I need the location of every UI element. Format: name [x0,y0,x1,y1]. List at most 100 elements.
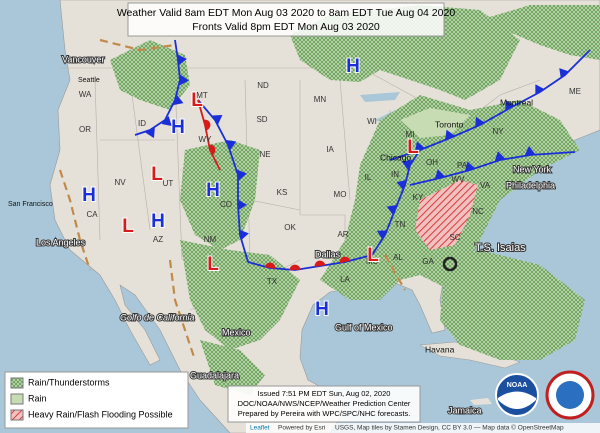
state-label: KY [413,193,424,202]
trough [58,169,92,271]
state-label: SD [256,115,267,124]
low-pressure: L [191,90,203,111]
heavy-rain-area [415,180,478,250]
legend-swatch [10,409,24,421]
place-label: Seattle [78,77,100,84]
legend-label: Rain/Thunderstorms [28,377,110,387]
place-label: Vancouver [62,54,104,64]
low-pressure: L [207,254,219,275]
state-label: ME [569,87,581,96]
state-label: NE [259,150,270,159]
place-label: Guadalajara [190,370,239,380]
state-label: WV [452,175,466,184]
place-label: Toronto [435,119,464,129]
state-label: NY [492,127,504,136]
place-label: Chicago [380,152,411,162]
state-label: VA [480,181,491,190]
state-label: AR [337,230,348,239]
place-label: Los Angeles [36,237,86,247]
legend-label: Rain [28,393,47,403]
state-label: MI [406,130,415,139]
state-label: ID [138,119,146,128]
state-label: OK [284,223,296,232]
state-label: OH [426,158,438,167]
high-pressure: H [346,56,360,77]
low-pressure: L [367,245,379,266]
place-label: Mexico [222,327,251,337]
place-label: Montreal [500,97,533,107]
state-label: MN [314,95,327,104]
rain-area [440,250,585,360]
attribution-link[interactable]: Powered by Esri [278,425,325,432]
cold-front [134,39,189,139]
cold-front [389,49,591,161]
rain-area [480,5,600,60]
state-label: WY [199,135,213,144]
water-label: Gulf of Mexico [335,322,393,332]
title-line: Fronts Valid 8pm EDT Mon Aug 03 2020 [192,21,380,33]
title-line: Weather Valid 8am EDT Mon Aug 03 2020 to… [117,7,456,19]
state-label: GA [422,257,434,266]
rain-area [200,340,265,395]
state-label: KS [277,188,288,197]
place-label: Jamaica [448,405,482,415]
state-label: NM [204,235,217,244]
state-label: NC [472,207,484,216]
place-label: San Francisco [8,201,53,208]
attribution-link[interactable]: Leaflet [250,425,270,432]
place-label: Dallas [315,249,341,259]
stationary-front [247,254,373,271]
attribution-link[interactable]: USGS, Map tiles by Stamen Design, CC BY … [335,424,564,432]
trough [384,254,406,291]
high-pressure: H [82,185,96,206]
high-pressure: H [315,299,329,320]
warm-front [197,99,221,171]
info-line: DOC/NOAA/NWS/NCEP/Weather Prediction Cen… [238,399,411,408]
state-label: PA [457,161,468,170]
state-label: MS [366,257,378,266]
high-pressure: H [171,117,185,138]
state-label: IN [391,170,399,179]
legend-swatch [10,377,24,389]
place-label: Philadelphia [506,180,555,190]
legend-swatch [10,393,24,405]
info-line: Prepared by Pereira with WPC/SPC/NHC for… [238,409,411,418]
state-label: TN [395,220,406,229]
state-label: CA [86,210,98,219]
state-label: MO [334,190,347,199]
trough [99,38,176,52]
info-box [227,385,421,423]
nws-logo-center [556,381,584,409]
cold-front [371,149,421,256]
state-label: TX [267,277,278,286]
storm-symbol [442,256,458,272]
attribution-bar [246,423,600,433]
state-label: IL [365,173,372,182]
high-pressure: H [206,180,220,201]
noaa-logo-wave [498,391,536,409]
state-label: AZ [153,235,163,244]
cold-front [409,146,576,186]
high-pressure: H [151,211,165,232]
state-label: AL [393,253,403,262]
low-pressure: L [407,137,419,158]
place-label: New York [513,164,552,174]
legend-label: Heavy Rain/Flash Flooding Possible [28,409,173,419]
state-label: OR [79,125,91,134]
low-pressure: L [151,164,163,185]
jamaica-island [470,398,492,405]
place-label: Havana [425,344,455,354]
state-label: LA [340,275,350,284]
legend-box [4,371,189,429]
state-label: WA [79,90,92,99]
storm-label: T.S. Isaias [475,242,526,254]
trough [168,259,197,361]
state-label: SC [449,233,460,242]
noaa-logo-text: NOAA [507,382,528,389]
state-label: CO [220,200,232,209]
state-label: IA [326,145,334,154]
low-pressure: L [122,216,134,237]
state-label: WI [367,117,377,126]
state-label: UT [163,179,174,188]
